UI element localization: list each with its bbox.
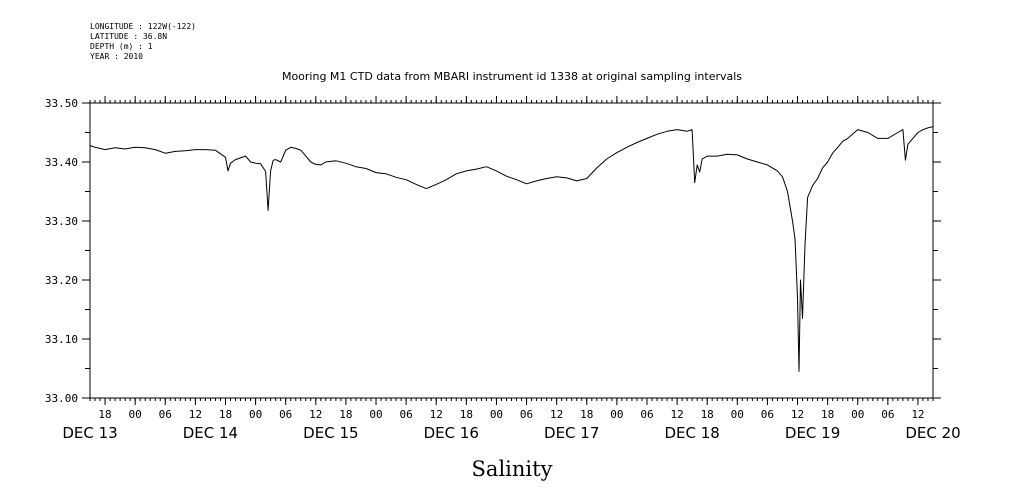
y-tick-label: 33.00 <box>45 392 78 405</box>
series-group <box>89 126 934 372</box>
x-axis-label: Salinity <box>472 457 553 481</box>
chart-title: Mooring M1 CTD data from MBARI instrumen… <box>282 70 742 83</box>
plot-frame <box>89 102 934 399</box>
x-tick-label: 00 <box>610 408 623 421</box>
x-tick-label: 00 <box>851 408 864 421</box>
x-day-label: DEC 18 <box>664 424 719 442</box>
x-tick-label: 18 <box>701 408 714 421</box>
x-tick-label: 12 <box>309 408 322 421</box>
x-tick-label: 18 <box>219 408 232 421</box>
x-tick-label: 00 <box>249 408 262 421</box>
x-tick-label: 12 <box>189 408 202 421</box>
x-tick-label: 18 <box>821 408 834 421</box>
salinity-series-line <box>89 126 934 372</box>
x-tick-label: 00 <box>490 408 503 421</box>
x-day-label: DEC 19 <box>785 424 840 442</box>
x-tick-label: 06 <box>640 408 653 421</box>
year-text: YEAR : 2010 <box>90 52 143 61</box>
x-axis: 18 00 06 12 18 00 06 12 18 00 06 12 18 00 06 12 18 00 06 12… <box>62 96 961 442</box>
x-day-label: DEC 17 <box>544 424 599 442</box>
x-tick-label: 18 <box>460 408 473 421</box>
y-tick-label: 33.50 <box>45 97 78 110</box>
longitude-text: LONGITUDE : 122W(-122) <box>90 22 196 31</box>
y-tick-label: 33.40 <box>45 156 78 169</box>
x-tick-label: 00 <box>731 408 744 421</box>
x-tick-label: 18 <box>98 408 111 421</box>
x-tick-label: 06 <box>279 408 292 421</box>
plot-border <box>89 102 934 399</box>
y-tick-label: 33.20 <box>45 274 78 287</box>
x-day-label: DEC 13 <box>62 424 117 442</box>
x-day-label: DEC 16 <box>424 424 479 442</box>
x-tick-label: 06 <box>520 408 533 421</box>
x-tick-label: 18 <box>580 408 593 421</box>
x-tick-label: 18 <box>339 408 352 421</box>
x-tick-label: 12 <box>911 408 924 421</box>
y-tick-label: 33.30 <box>45 215 78 228</box>
x-tick-label: 06 <box>881 408 894 421</box>
x-tick-label: 12 <box>430 408 443 421</box>
x-tick-label: 06 <box>159 408 172 421</box>
station-metadata: LONGITUDE : 122W(-122) LATITUDE : 36.8N … <box>90 22 196 62</box>
x-day-label: DEC 15 <box>303 424 358 442</box>
latitude-text: LATITUDE : 36.8N <box>90 32 168 41</box>
x-tick-label: 12 <box>550 408 563 421</box>
x-tick-label: 06 <box>761 408 774 421</box>
x-tick-label: 00 <box>129 408 142 421</box>
x-day-label: DEC 14 <box>183 424 238 442</box>
x-tick-label: 12 <box>791 408 804 421</box>
x-day-label: DEC 20 <box>905 424 960 442</box>
x-tick-label: 12 <box>670 408 683 421</box>
x-tick-label: 06 <box>400 408 413 421</box>
x-tick-label: 00 <box>369 408 382 421</box>
y-axis: 33.00 33.10 33.20 33.30 33.40 33.50 <box>45 97 941 405</box>
y-tick-label: 33.10 <box>45 333 78 346</box>
depth-text: DEPTH (m) : 1 <box>90 42 153 51</box>
